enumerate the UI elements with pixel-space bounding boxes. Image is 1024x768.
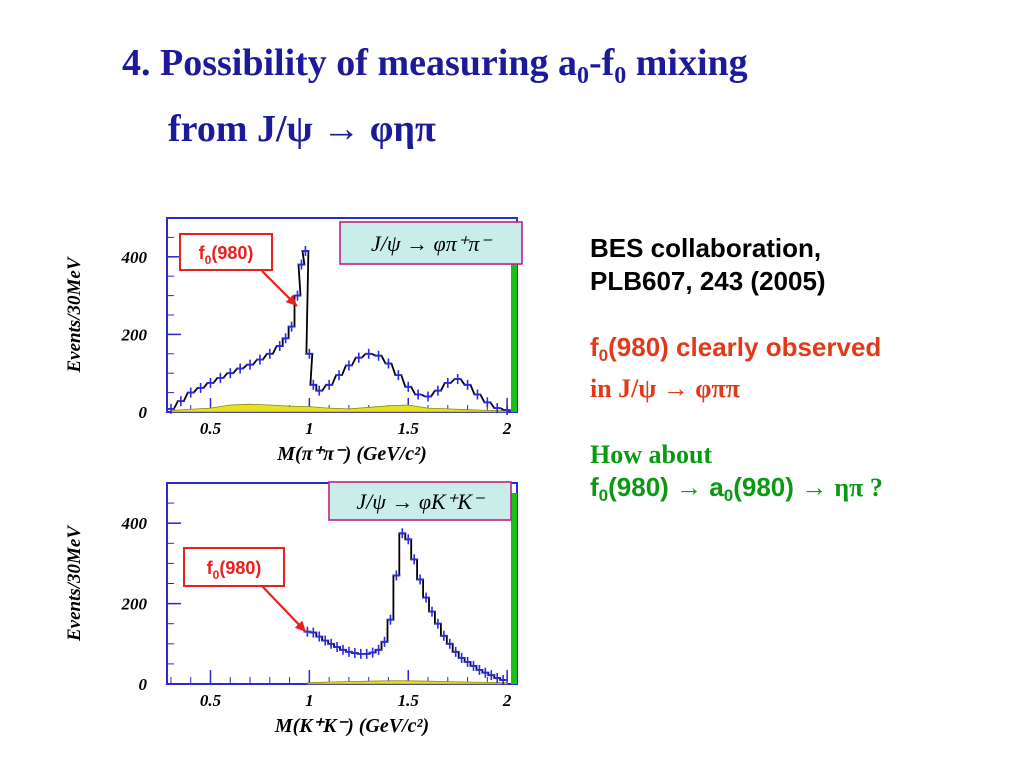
reaction-label: J/ψ → φK⁺K⁻ [356,489,486,514]
reaction-label: J/ψ → φπ⁺π⁻ [371,231,493,256]
fit-histogram [168,250,511,411]
y-tick-label: 200 [121,325,148,344]
annotation-box [183,547,285,587]
fit-histogram [304,532,507,681]
y-tick-label: 0 [139,675,148,694]
annotation-arrowhead [285,294,297,306]
y-tick-label: 200 [121,595,148,614]
x-tick-label: 2 [502,691,512,710]
chart-panel-1: 0 200 400 0.5 1 1.5 2 Events/30MeV M(π⁺π⁻) (GeV/… [64,217,523,465]
x-tick-label: 2 [502,419,512,438]
chart-panel-2: 0 200 400 0.5 1 1.5 2 Events/30MeV M(K⁺K⁻) (GeV/… [64,481,518,737]
x-tick-label: 1 [305,419,314,438]
y-axis-label: Events/30MeV [64,525,85,642]
background-histogram [170,403,508,413]
observation-line1: f0(980) clearly observed [590,332,882,365]
question-line2: f0(980) → a0(980) → ηπ ? [590,472,883,505]
annotation-label: f0(980) [207,558,262,582]
reaction-box [339,221,523,265]
reaction-box [328,481,512,521]
right-edge-bar [511,228,517,412]
annotation-box [179,233,273,271]
background-histogram [307,680,508,685]
title-line1: Possibility of measuring a [160,42,577,84]
title-line2: from J/ψ → φηπ [168,108,436,150]
title-end: mixing [626,42,748,84]
title-subscript: 0 [614,63,627,89]
slide-title: 4. Possibility of measuring a0-f0 mixing… [122,44,748,148]
title-subscript: 0 [576,63,589,89]
right-edge-bar [511,493,517,684]
y-tick-label: 400 [121,248,148,267]
x-tick-label: 1.5 [398,691,420,710]
x-tick-label: 1.5 [398,419,420,438]
reference-line2: PLB607, 243 (2005) [590,266,826,296]
annotation-arrowhead [294,620,306,632]
side-notes: BES collaboration, PLB607, 243 (2005) f0… [590,232,1010,512]
y-tick-label: 400 [121,514,148,533]
reference-line1: BES collaboration, [590,233,822,263]
x-axis-label: M(π⁺π⁻) (GeV/c²) [276,443,426,465]
x-tick-label: 0.5 [200,419,222,438]
title-mid: -f [588,42,615,84]
x-tick-label: 0.5 [200,691,222,710]
x-axis-label: M(K⁺K⁻) (GeV/c²) [274,715,429,737]
observation-line2: in J/ψ → φππ [590,374,741,403]
y-axis-label: Events/30MeV [64,256,85,373]
question-line1: How about [590,440,713,469]
annotation-label: f0(980) [199,243,254,267]
slide-number: 4. [122,42,151,84]
x-tick-label: 1 [305,691,314,710]
y-tick-label: 0 [139,403,148,422]
